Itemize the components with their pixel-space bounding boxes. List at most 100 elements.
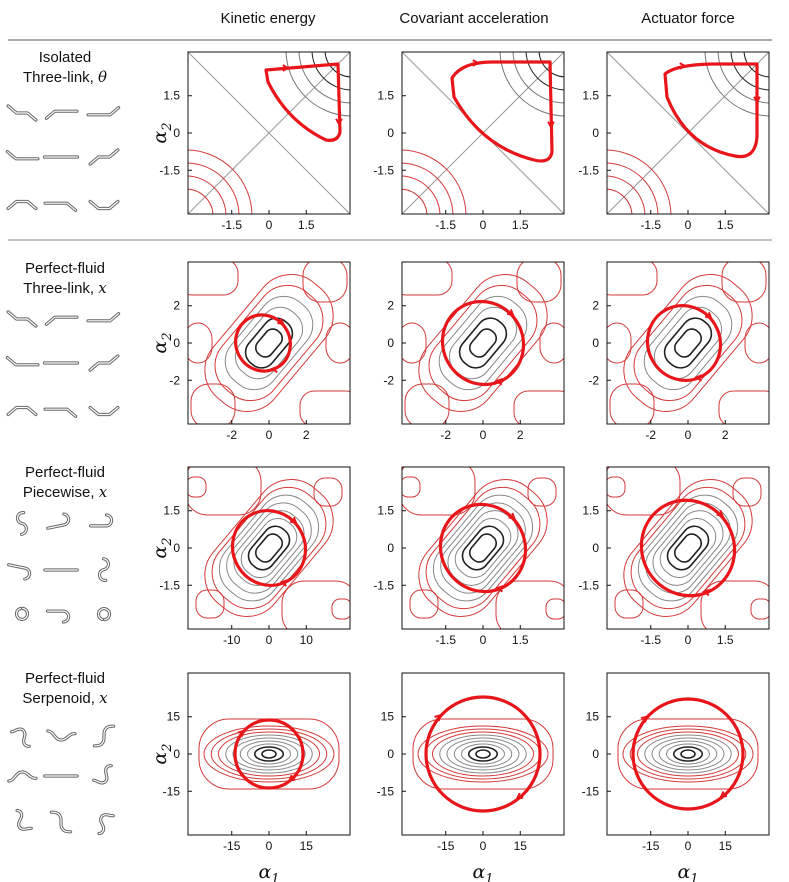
contour-line <box>439 734 527 774</box>
contour-line <box>412 718 554 790</box>
gait-arrow <box>335 118 343 127</box>
y-tick-label: -1.5 <box>373 578 394 592</box>
shape-icon-inner <box>11 728 30 747</box>
contour-line <box>658 740 718 768</box>
row-subtitle: Piecewise, x <box>23 483 108 501</box>
contour-line <box>204 479 334 617</box>
y-tick-label: 0 <box>387 747 394 761</box>
contour-line <box>645 502 731 594</box>
gait-arrow <box>472 59 481 67</box>
gait-arrow <box>277 318 285 326</box>
gait-arrow <box>547 121 555 130</box>
shape-icon-inner <box>7 406 37 416</box>
contour-line <box>750 598 769 620</box>
gait-arrow <box>287 774 296 782</box>
contour-line <box>261 749 277 759</box>
contour-line <box>614 589 644 619</box>
x-tick-label: -2 <box>226 428 237 442</box>
panel-frame <box>606 672 770 836</box>
contour-line <box>417 725 549 783</box>
gait-arrow <box>237 729 245 737</box>
shape-icon-inner <box>16 809 32 830</box>
shape-icon-inner <box>98 814 114 835</box>
contour-line <box>461 525 505 571</box>
shape-icon-inner <box>87 313 120 322</box>
contour-line <box>224 295 314 391</box>
y-tick-label: 0 <box>173 747 180 761</box>
shape-icon-inner <box>93 725 115 747</box>
gait-arrow <box>515 792 524 800</box>
gait-arrow <box>434 713 442 722</box>
panel: -10 0 10 1.5 0 -1.5 α2 <box>149 466 351 647</box>
y-tick-label: -2 <box>383 373 394 387</box>
x-tick-label: 0 <box>480 428 487 442</box>
gait-arrow <box>702 588 711 597</box>
contour-line <box>188 476 207 498</box>
x-tick-label: -2 <box>645 428 656 442</box>
shape-icon-inner <box>45 316 78 325</box>
contour-line <box>425 486 541 610</box>
panel-frame <box>187 672 351 836</box>
contour-line <box>402 188 428 214</box>
row-title: Isolated <box>39 49 92 66</box>
contour-line <box>629 728 747 780</box>
x-tick-label: -2 <box>440 428 451 442</box>
contour-line <box>325 322 350 364</box>
contour-line <box>468 328 498 358</box>
contour-line <box>331 598 350 620</box>
contour-line <box>247 525 291 571</box>
panel: -2 0 2 2 0 -2 <box>383 261 565 442</box>
contour-line <box>253 746 285 762</box>
contour-line <box>513 390 564 424</box>
contour-line <box>673 328 703 358</box>
panel: -1.5 0 1.5 1.5 0 -1.5 <box>373 466 565 647</box>
panel-plot <box>188 467 350 629</box>
shape-icon-inner <box>47 730 76 741</box>
shape-icon-inner <box>7 105 37 121</box>
gait-arrow <box>694 374 703 382</box>
x-tick-label: 15 <box>719 839 733 853</box>
gait-arrow <box>506 309 515 317</box>
contour-line <box>527 477 557 507</box>
contour-line <box>652 510 724 586</box>
x-tick-label: 2 <box>517 428 524 442</box>
panel-plot <box>188 52 350 214</box>
column-headers: Kinetic energy Covariant acceleration Actu… <box>220 10 734 27</box>
row-title: Perfect-fluid <box>25 670 105 687</box>
row-symbol: x <box>99 483 108 501</box>
contour-line <box>218 731 320 777</box>
y-tick-label: 0 <box>387 126 394 140</box>
panel: -1.5 0 1.5 1.5 0 -1.5 <box>578 51 770 232</box>
panel: -1.5 0 1.5 1.5 0 -1.5 <box>373 51 565 232</box>
contour-line <box>204 274 334 412</box>
x-tick-label: 2 <box>722 428 729 442</box>
contour-line <box>438 295 528 391</box>
gait-arrow <box>495 584 504 593</box>
contour-line <box>630 486 746 610</box>
panel-plot <box>617 697 759 811</box>
contour-line <box>232 737 306 771</box>
y-tick-label: 1.5 <box>163 504 180 518</box>
contour-line <box>743 52 769 78</box>
panel-plot <box>402 52 564 214</box>
contour-line <box>673 533 703 563</box>
gait-arrow <box>716 509 725 518</box>
contour-line <box>623 479 753 617</box>
y-tick-label: -2 <box>588 373 599 387</box>
y-tick-label: -1.5 <box>578 578 599 592</box>
contour-line <box>700 580 769 629</box>
row-symbol: x <box>98 279 107 297</box>
contour-line <box>623 274 753 412</box>
contour-line <box>653 306 723 380</box>
y-axis-label: α2 <box>149 332 175 353</box>
contour-line <box>440 502 526 594</box>
y-tick-label: 0 <box>592 336 599 350</box>
y-tick-label: -1.5 <box>159 163 180 177</box>
panel: -15 0 15 15 0 -15 α1 <box>582 672 770 882</box>
contour-line <box>432 731 534 777</box>
contour-line <box>607 188 633 214</box>
x-axis-label: α1 <box>472 861 493 882</box>
panel: -15 0 15 15 0 -15 α1 <box>377 672 565 882</box>
x-tick-label: 0 <box>266 633 273 647</box>
